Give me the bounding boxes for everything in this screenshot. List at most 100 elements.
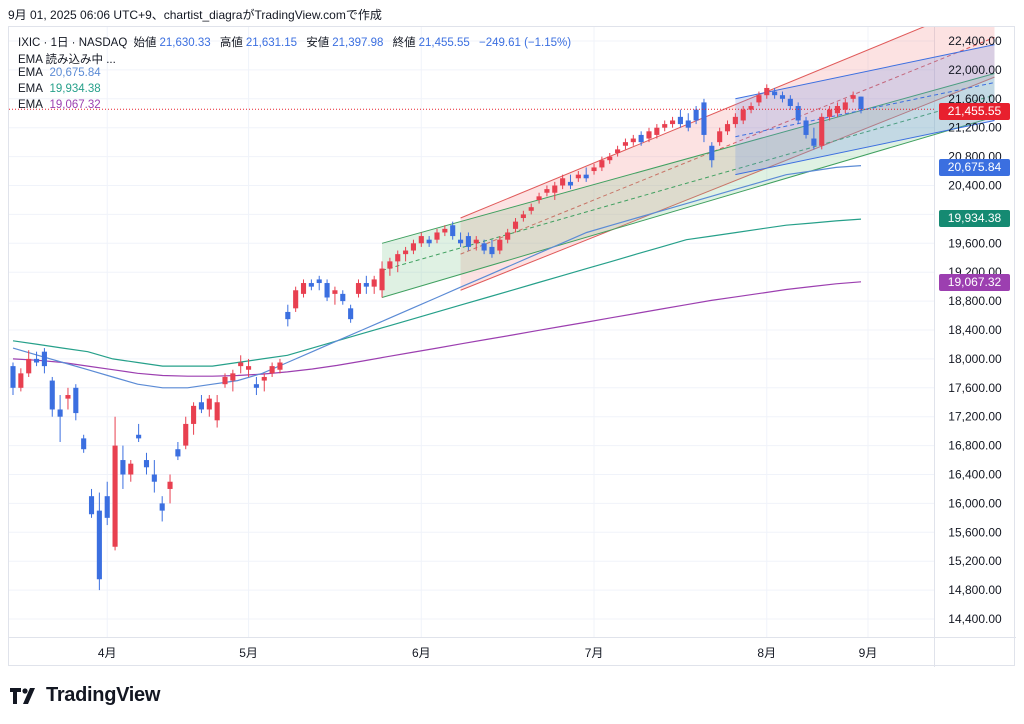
candle-body [654, 127, 660, 135]
ema-loading-legend[interactable]: EMA 読み込み中 ... [18, 51, 116, 67]
candle-body [803, 120, 809, 135]
candle-body [143, 460, 150, 468]
candle-body [544, 189, 550, 193]
y-tick-label: 16,800.00 [948, 439, 1002, 453]
y-axis[interactable]: 14,400.00 14,800.00 15,200.00 15,600.00 16,0… [948, 34, 1002, 626]
candle-body [764, 87, 770, 96]
ema-mid-legend[interactable]: EMA 19,934.38 [18, 83, 101, 95]
candle-body [300, 283, 307, 294]
tradingview-logo[interactable]: TradingView [10, 684, 160, 707]
candle-body [112, 445, 118, 547]
candle-body [575, 174, 581, 179]
candle-body [183, 423, 189, 446]
tradingview-logo-text: TradingView [46, 684, 161, 706]
candle-body [489, 246, 495, 255]
candle-body [779, 95, 786, 99]
ema-slow-price-label: 19,067.32 [939, 274, 1010, 291]
candle-body [615, 149, 621, 153]
candle-body [34, 358, 40, 363]
blue-channel-lower [735, 119, 995, 176]
ema-fast-price-label: 20,675.84 [939, 159, 1010, 176]
x-tick-label: 8月 [757, 646, 776, 660]
y-tick-label: 14,800.00 [948, 583, 1002, 597]
candle-body [269, 366, 275, 374]
candle-body [811, 138, 817, 146]
ema-slow-legend[interactable]: EMA 19,067.32 [18, 99, 101, 111]
candle-body [316, 279, 322, 284]
candle-body [599, 160, 605, 168]
candle-body [128, 463, 134, 475]
ema-slow-line [12, 281, 862, 377]
candle-body [670, 120, 676, 125]
green-channel-upper [381, 73, 995, 244]
candle-body [49, 380, 55, 410]
regression-channels [381, 27, 995, 298]
blue-channel-mid [735, 82, 995, 138]
candle-body [520, 214, 526, 219]
ema-mid-price-label: 19,934.38 [939, 210, 1010, 227]
candle-body [136, 434, 142, 439]
candle-body [473, 239, 479, 244]
candle-body [104, 496, 110, 518]
x-axis[interactable]: 4月 5月 6月 7月 8月 9月 [98, 646, 877, 660]
candle-body [418, 236, 424, 244]
y-tick-label: 22,400.00 [948, 34, 1002, 48]
x-tick-label: 6月 [412, 646, 431, 660]
symbol-label[interactable]: IXIC · 1日 · NASDAQ [18, 37, 128, 49]
candle-body [246, 366, 252, 370]
candle-body [41, 351, 47, 367]
candle-body [552, 185, 558, 193]
close-value: 21,455.55 [418, 37, 470, 49]
high-label: 高値 [219, 37, 243, 49]
candle-body [748, 106, 754, 110]
ema-slow-value: 19,067.32 [49, 99, 101, 111]
y-tick-label: 14,400.00 [948, 612, 1002, 626]
candle-body [662, 124, 668, 128]
candle-body [677, 116, 683, 125]
red-channel-mid [460, 36, 995, 255]
ema-loading-text: 読み込み中 ... [45, 54, 116, 66]
candle-body [293, 290, 299, 309]
candle-body [709, 145, 715, 161]
red-channel-fill [460, 27, 995, 291]
candle-body [638, 134, 644, 143]
candle-body [175, 449, 181, 457]
candle-body [458, 239, 464, 244]
last-price-label: 21,455.55 [939, 103, 1010, 120]
candle-body [732, 116, 738, 125]
candle-body [18, 373, 24, 388]
low-value: 21,397.98 [332, 37, 384, 49]
y-tick-label: 20,400.00 [948, 179, 1002, 193]
ema-fast-legend[interactable]: EMA 20,675.84 [18, 67, 101, 79]
x-tick-label: 9月 [859, 646, 878, 660]
candle-body [324, 283, 330, 298]
candle-body [151, 474, 157, 482]
candlestick-chart[interactable]: 14,400.00 14,800.00 15,200.00 15,600.00 16,0… [9, 27, 1016, 667]
y-tick-label: 16,400.00 [948, 468, 1002, 482]
y-tick-label: 22,000.00 [948, 63, 1002, 77]
high-value: 21,631.15 [245, 37, 298, 49]
x-tick-label: 4月 [98, 646, 117, 660]
candle-body [630, 138, 636, 143]
candle-body [348, 308, 354, 320]
candle-body [65, 395, 71, 399]
x-tick-label: 7月 [585, 646, 604, 660]
candle-body [693, 109, 699, 121]
candle-body [261, 376, 267, 381]
candle-body [724, 124, 731, 132]
candle-body [717, 131, 723, 143]
candle-body [214, 402, 220, 421]
red-channel-lower [460, 76, 995, 291]
candle-body [858, 96, 864, 110]
candle-body [756, 95, 762, 103]
candle-body [410, 243, 416, 251]
candle-body [536, 196, 542, 200]
y-tick-label: 21,200.00 [948, 121, 1002, 135]
candle-body [827, 109, 833, 117]
chart-area[interactable]: 14,400.00 14,800.00 15,200.00 15,600.00 16,0… [8, 26, 1016, 667]
candle-body [403, 250, 409, 255]
candle-body [88, 496, 95, 515]
ema-fast-value: 20,675.84 [49, 67, 101, 79]
candle-body [426, 239, 432, 244]
ema-loading-label: EMA [18, 54, 43, 66]
